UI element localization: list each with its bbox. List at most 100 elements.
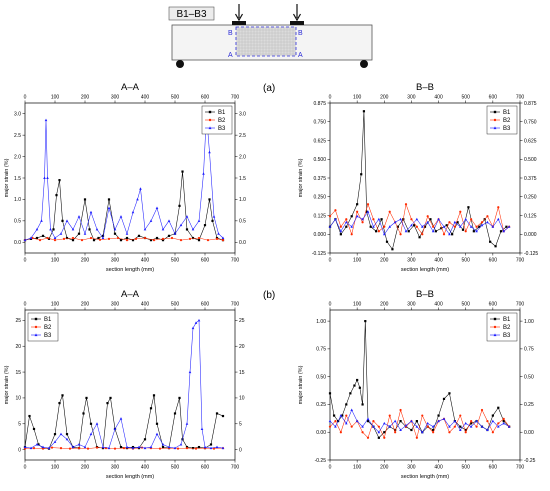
data-point <box>35 227 39 231</box>
data-point <box>119 239 123 242</box>
data-point <box>388 414 391 417</box>
data-point <box>23 447 27 450</box>
x-tick-label: 200 <box>81 258 90 264</box>
series-line-B3 <box>24 114 224 241</box>
data-point <box>29 446 33 450</box>
data-point <box>486 420 489 423</box>
data-point <box>221 446 225 450</box>
data-point <box>341 414 344 417</box>
legend-marker <box>493 325 497 329</box>
data-point <box>382 421 386 425</box>
data-point <box>366 436 370 439</box>
data-point <box>83 445 87 449</box>
x-tick-label-top: 400 <box>434 302 443 308</box>
grid-lines <box>237 28 295 55</box>
data-point <box>442 417 446 420</box>
data-point <box>37 443 40 446</box>
data-point <box>382 232 386 236</box>
x-tick-label-top: 300 <box>407 95 416 101</box>
y-tick-label: 0.00 <box>316 430 326 436</box>
data-point <box>53 236 57 239</box>
series-B3 <box>328 210 511 236</box>
data-point <box>372 420 375 423</box>
data-point <box>475 229 478 233</box>
data-point <box>421 233 424 236</box>
data-point <box>95 227 99 231</box>
legend-label: B3 <box>503 333 511 339</box>
data-point <box>173 412 177 415</box>
legend-label: B2 <box>44 325 52 331</box>
x-tick-label-top: 200 <box>380 95 389 101</box>
data-point <box>80 239 84 242</box>
x-tick-label: 100 <box>353 465 362 471</box>
x-tick-label: 400 <box>141 258 150 264</box>
data-point <box>143 438 147 441</box>
data-point <box>77 447 81 450</box>
data-point <box>410 428 413 432</box>
y-tick-label-right: 0.5 <box>239 219 246 225</box>
data-point <box>131 446 135 450</box>
data-point <box>399 233 402 236</box>
data-point <box>458 225 462 228</box>
data-point <box>432 225 435 228</box>
data-point <box>361 217 364 221</box>
plot-frame <box>24 309 236 461</box>
y-tick-label: 1.5 <box>14 176 21 182</box>
y-tick-label-right: 5 <box>239 422 242 428</box>
y-tick-label-right: 1.0 <box>239 197 246 203</box>
beam-label-box <box>168 6 215 21</box>
data-point <box>426 220 430 224</box>
data-point <box>155 422 159 425</box>
data-point <box>107 237 111 240</box>
data-point <box>480 221 484 224</box>
y-axis-label: major strain (%) <box>298 365 304 404</box>
data-point <box>32 447 36 450</box>
data-point <box>200 427 204 430</box>
data-point <box>113 227 117 231</box>
legend-label: B1 <box>44 317 52 323</box>
data-point <box>388 210 391 213</box>
data-point <box>426 215 429 218</box>
y-tick-label-right: 0.250 <box>524 195 537 201</box>
data-point <box>362 110 366 113</box>
y-tick-label-right: 0.25 <box>524 402 534 408</box>
y-tick-label-right: 0.000 <box>524 232 537 238</box>
data-point <box>113 232 117 235</box>
data-point <box>399 408 402 412</box>
x-tick-label-top: 400 <box>434 95 443 101</box>
data-point <box>332 414 336 417</box>
data-point <box>388 425 392 428</box>
x-tick-label: 0 <box>24 465 27 471</box>
data-point <box>497 206 500 209</box>
data-point <box>46 236 49 240</box>
chart-1: A–A 0 0 100 100 200 200 300 300 400 400 500 500 600 60… <box>4 82 246 273</box>
data-point <box>188 237 192 240</box>
y-tick-label: 1.0 <box>14 197 21 203</box>
data-point <box>134 237 138 240</box>
legend: B1 B2 B3 <box>486 105 518 135</box>
data-point <box>178 396 181 400</box>
x-tick-label: 600 <box>489 258 498 264</box>
legend-label: B3 <box>44 333 52 339</box>
data-point <box>356 210 359 213</box>
support-left <box>176 60 184 68</box>
data-point <box>194 321 198 324</box>
data-point <box>377 425 380 428</box>
data-point <box>388 225 392 228</box>
x-tick-label-top: 100 <box>51 95 60 101</box>
data-point <box>396 225 399 228</box>
data-point <box>65 236 69 240</box>
legend-marker <box>34 317 38 321</box>
x-tick-label-top: 400 <box>141 302 150 308</box>
data-point <box>380 218 383 221</box>
data-point <box>415 225 418 228</box>
data-point <box>328 215 332 218</box>
legend-label: B2 <box>503 118 511 124</box>
y-tick-label: 0.625 <box>313 138 326 144</box>
data-point <box>89 432 93 436</box>
data-point <box>502 417 505 420</box>
data-point <box>339 229 343 233</box>
data-point <box>361 431 364 434</box>
data-point <box>453 425 456 428</box>
data-point <box>152 239 156 242</box>
